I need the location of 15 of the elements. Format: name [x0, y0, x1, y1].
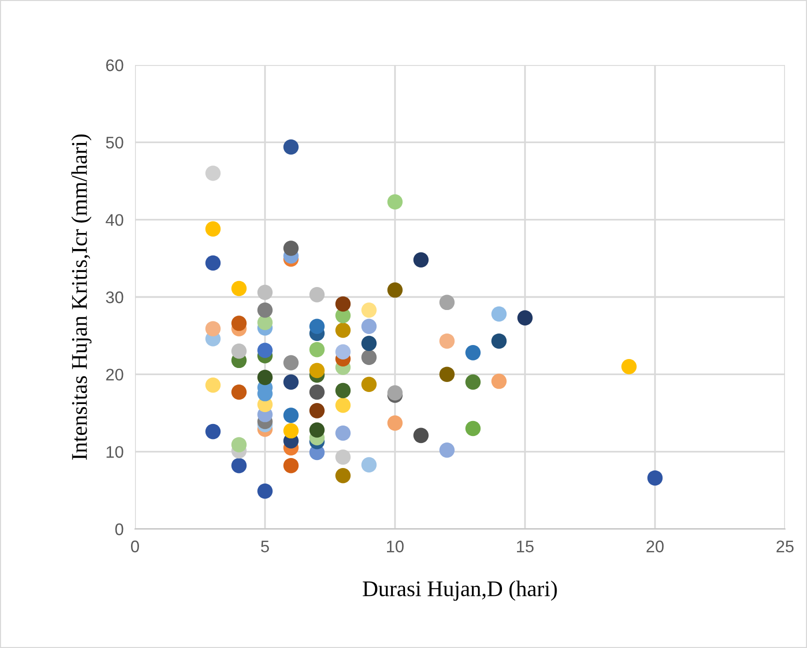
- y-tick-label: 60: [106, 59, 124, 72]
- x-tick-label: 20: [646, 540, 664, 552]
- y-tick-label: 10: [106, 446, 124, 458]
- x-tick-label: 0: [131, 540, 139, 552]
- y-tick-label: 30: [106, 291, 124, 304]
- y-tick-label: 0: [115, 523, 124, 536]
- x-tick-label: 5: [261, 540, 269, 552]
- x-tick-label: 15: [517, 540, 534, 552]
- x-axis-title: Durasi Hujan,D (hari): [362, 580, 557, 601]
- x-tick-label: 25: [776, 540, 794, 552]
- y-tick-label: 50: [106, 136, 124, 149]
- x-tick-label: 10: [387, 540, 404, 552]
- y-tick-label: 40: [106, 214, 124, 226]
- y-axis-title: Intensitas Hujan Kritis,Icr (mm/hari): [71, 134, 92, 460]
- y-tick-label: 20: [106, 368, 124, 381]
